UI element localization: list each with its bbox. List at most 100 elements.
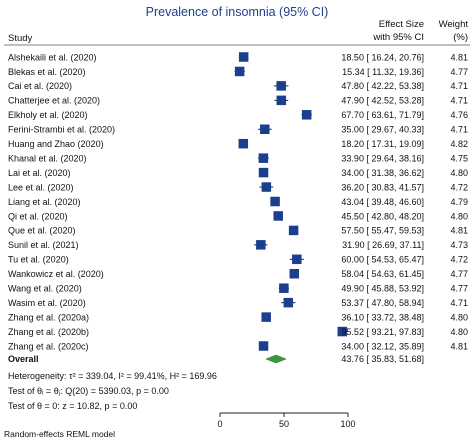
study-name: Zhang et al. (2020b) [8, 327, 89, 337]
study-name: Alshekaili et al. (2020) [8, 52, 97, 62]
weight-text: 4.77 [450, 284, 468, 294]
overall-label: Overall [8, 354, 39, 364]
weight-text: 4.77 [450, 67, 468, 77]
effect-ci-text: 95.52 [ 93.21, 97.83] [341, 327, 424, 337]
effect-square [258, 341, 269, 351]
effect-square [261, 312, 271, 322]
weight-text: 4.80 [450, 312, 468, 322]
study-name: Huang and Zhao (2020) [8, 139, 104, 149]
study-name: Chatterjee et al. (2020) [8, 96, 100, 106]
effect-square [256, 240, 266, 250]
weight-text: 4.72 [450, 182, 468, 192]
weight-text: 4.76 [450, 110, 468, 120]
study-row: Cai et al. (2020) 47.80 [ 42.22, 53.38] 4.… [8, 81, 468, 91]
weight-text: 4.72 [450, 255, 468, 265]
effect-ci-text: 31.90 [ 26.69, 37.11] [342, 240, 424, 250]
weight-text: 4.71 [450, 81, 468, 91]
study-row: Blekas et al. (2020) 15.34 [ 11.32, 19.36… [8, 66, 468, 77]
effect-square [273, 211, 283, 221]
effect-ci-text: 60.00 [ 54.53, 65.47] [341, 255, 424, 265]
effect-ci-text: 36.10 [ 33.72, 38.48] [341, 312, 424, 322]
study-name: Wang et al. (2020) [8, 284, 82, 294]
study-row: Elkholy et al. (2020) 67.70 [ 63.61, 71.7… [8, 110, 468, 120]
weight-text: 4.79 [450, 197, 468, 207]
effect-ci-text: 33.90 [ 29.64, 38.16] [341, 153, 424, 163]
weight-text: 4.71 [450, 125, 468, 135]
study-row: Que et al. (2020) 57.50 [ 55.47, 59.53] 4.… [8, 225, 468, 236]
study-row: Zhang et al. (2020b) 95.52 [ 93.21, 97.83… [8, 326, 468, 337]
weight-text: 4.73 [450, 240, 468, 250]
effect-square [238, 138, 249, 149]
study-name: Lee et al. (2020) [8, 182, 74, 192]
study-row: Zhang et al. (2020c) 34.00 [ 32.12, 35.89… [8, 341, 468, 351]
effect-square [288, 225, 299, 236]
weight-text: 4.80 [450, 327, 468, 337]
study-row: Wang et al. (2020) 49.90 [ 45.88, 53.92] 4… [8, 283, 468, 294]
overall-diamond [265, 354, 287, 364]
effect-ci-text: 47.80 [ 42.22, 53.38] [341, 81, 424, 91]
header-weight: Weight [439, 19, 469, 30]
effect-ci-text: 36.20 [ 30.83, 41.57] [341, 182, 424, 192]
effect-square [258, 167, 269, 178]
study-row: Ferini-Strambi et al. (2020) 35.00 [ 29.6… [8, 124, 468, 135]
study-row: Qi et al. (2020) 45.50 [ 42.80, 48.20] 4.8… [8, 211, 468, 221]
study-name: Wasim et al. (2020) [8, 298, 86, 308]
study-row: Tu et al. (2020) 60.00 [ 54.53, 65.47] 4.7… [8, 254, 468, 265]
test-zero-text: Test of θ = 0: z = 10.82, p = 0.00 [8, 401, 137, 411]
weight-text: 4.82 [450, 139, 468, 149]
study-row: Chatterjee et al. (2020) 47.90 [ 42.52, 5… [8, 95, 468, 106]
effect-square [260, 124, 270, 134]
study-name: Blekas et al. (2020) [8, 67, 86, 77]
study-row: Khanal et al. (2020) 33.90 [ 29.64, 38.16… [8, 153, 468, 163]
study-name: Khanal et al. (2020) [8, 153, 87, 163]
study-name: Cai et al. (2020) [8, 81, 72, 91]
study-name: Qi et al. (2020) [8, 211, 68, 221]
study-name: Liang et al. (2020) [8, 197, 81, 207]
study-row: Zhang et al. (2020a) 36.10 [ 33.72, 38.48… [8, 312, 468, 322]
x-axis: 0 50 100 [217, 412, 356, 429]
study-name: Ferini-Strambi et al. (2020) [8, 125, 115, 135]
effect-square [301, 110, 312, 120]
weight-text: 4.81 [450, 52, 468, 62]
study-name: Sunil et al. (2021) [8, 240, 79, 250]
effect-ci-text: 47.90 [ 42.52, 53.28] [341, 96, 424, 106]
effect-ci-text: 49.90 [ 45.88, 53.92] [341, 284, 424, 294]
effect-ci-text: 35.00 [ 29.67, 40.33] [341, 125, 424, 135]
study-row: Sunil et al. (2021) 31.90 [ 26.69, 37.11]… [8, 240, 468, 250]
header-effect-size: Effect Size [379, 19, 424, 30]
study-row: Huang and Zhao (2020) 18.20 [ 17.31, 19.0… [8, 138, 468, 149]
weight-text: 4.81 [450, 341, 468, 351]
study-row: Lee et al. (2020) 36.20 [ 30.83, 41.57] 4.… [8, 182, 468, 192]
study-name: Lai et al. (2020) [8, 168, 71, 178]
chart-title: Prevalence of insomnia (95% CI) [146, 5, 329, 19]
header-effect-ci: with 95% CI [372, 32, 424, 43]
effect-ci-text: 53.37 [ 47.80, 58.94] [341, 298, 424, 308]
study-name: Elkholy et al. (2020) [8, 110, 88, 120]
effect-ci-text: 34.00 [ 32.12, 35.89] [341, 341, 424, 351]
study-name: Wankowicz et al. (2020) [8, 269, 104, 279]
effect-square [261, 182, 272, 192]
weight-text: 4.80 [450, 211, 468, 221]
test-equal-text: Test of θᵢ = θⱼ: Q(20) = 5390.03, p = 0.… [8, 386, 169, 396]
study-row: Liang et al. (2020) 43.04 [ 39.48, 46.60]… [8, 196, 468, 207]
effect-ci-text: 43.04 [ 39.48, 46.60] [341, 197, 424, 207]
effect-ci-text: 18.50 [ 16.24, 20.76] [341, 52, 424, 62]
effect-ci-text: 57.50 [ 55.47, 59.53] [341, 226, 424, 236]
study-name: Zhang et al. (2020a) [8, 312, 89, 322]
x-tick-label: 100 [340, 419, 355, 429]
x-tick-label: 50 [279, 419, 289, 429]
effect-square [283, 297, 294, 308]
effect-ci-text: 18.20 [ 17.31, 19.09] [341, 139, 424, 149]
heterogeneity-text: Heterogeneity: τ² = 339.04, I² = 99.41%,… [8, 371, 217, 381]
study-row: Alshekaili et al. (2020) 18.50 [ 16.24, 2… [8, 52, 468, 62]
study-name: Zhang et al. (2020c) [8, 341, 89, 351]
study-name: Que et al. (2020) [8, 226, 76, 236]
effect-square [337, 326, 348, 337]
weight-text: 4.77 [450, 269, 468, 279]
effect-ci-text: 34.00 [ 31.38, 36.62] [341, 168, 424, 178]
weight-text: 4.81 [450, 226, 468, 236]
study-row: Lai et al. (2020) 34.00 [ 31.38, 36.62] 4.… [8, 167, 468, 178]
effect-square [234, 66, 245, 77]
effect-square [289, 269, 300, 279]
